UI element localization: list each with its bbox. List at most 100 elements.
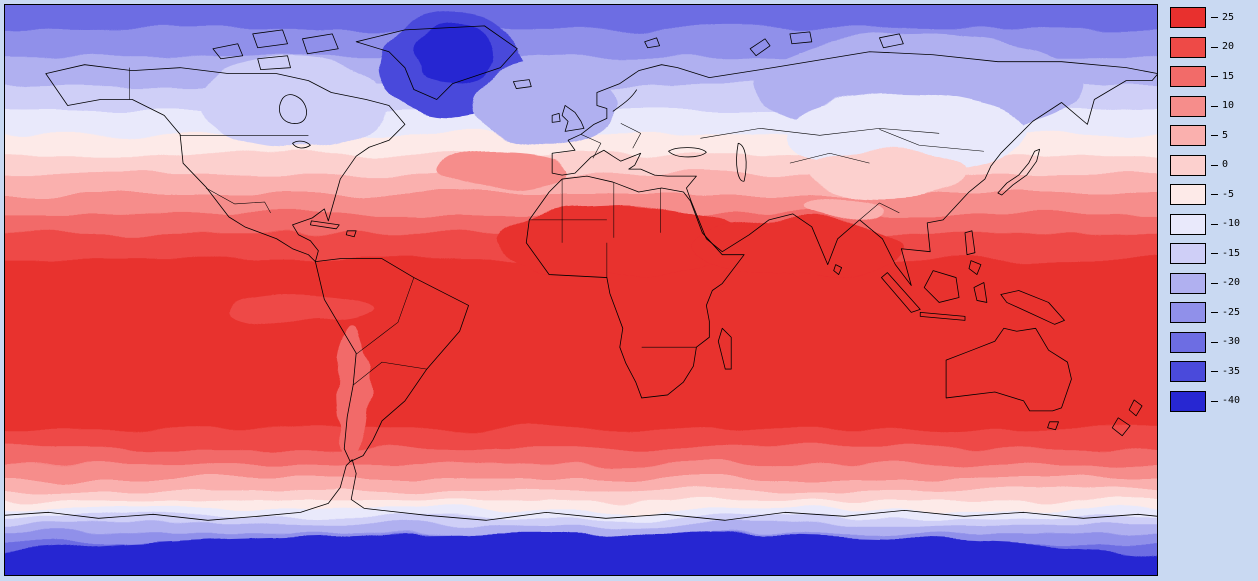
coastline-path <box>997 148 1041 196</box>
legend-swatch <box>1170 272 1206 294</box>
legend-item: 10 <box>1170 95 1258 117</box>
temp-band <box>4 508 1158 519</box>
temp-band <box>4 464 1158 481</box>
coastline-path <box>923 270 960 303</box>
legend-item: -35 <box>1170 361 1258 382</box>
legend-value: -10 <box>1222 218 1241 229</box>
legend-value: -20 <box>1222 277 1241 288</box>
legend-item: 0 <box>1170 154 1258 176</box>
coastline-path <box>789 31 813 45</box>
map-frame <box>4 4 1158 576</box>
legend-swatch <box>1170 213 1206 235</box>
temp-anomaly-blob <box>227 294 378 325</box>
legend-swatch <box>1170 95 1206 117</box>
legend-value: 25 <box>1222 11 1235 23</box>
legend-swatch <box>1170 125 1206 146</box>
legend-tick <box>1211 105 1218 107</box>
coastline-path <box>717 327 732 370</box>
legend-tick <box>1211 400 1218 402</box>
coastline-path <box>4 459 1158 521</box>
border-path <box>879 129 984 152</box>
legend-swatch <box>1170 361 1206 382</box>
legend-swatch <box>1170 7 1206 28</box>
coastline-path <box>355 25 518 100</box>
legend-tick <box>1211 164 1218 166</box>
legend-swatch <box>1170 184 1206 205</box>
coastline-path <box>736 142 747 182</box>
coastline-path <box>612 89 638 112</box>
legend-item: 15 <box>1170 66 1258 87</box>
temp-band <box>4 516 1158 527</box>
temp-anomaly-blob <box>809 149 969 197</box>
legend-tick <box>1211 341 1218 343</box>
legend-tick <box>1211 135 1218 136</box>
temp-band <box>4 4 1158 31</box>
legend-tick <box>1211 76 1218 77</box>
legend-tick <box>1211 223 1218 225</box>
legend-tick <box>1211 17 1218 18</box>
border-path <box>205 187 271 214</box>
temp-anomaly-blob <box>784 93 1024 174</box>
legend-swatch <box>1170 66 1206 87</box>
temp-band <box>4 490 1158 503</box>
temp-anomaly-blob <box>436 151 567 192</box>
coastline-path <box>968 260 982 275</box>
coastline-path <box>212 43 244 60</box>
coastlines <box>4 25 1158 521</box>
coastline-path <box>525 175 745 399</box>
legend-value: -30 <box>1222 336 1241 347</box>
legend-value: 0 <box>1222 159 1229 170</box>
coastline-path <box>1128 399 1143 417</box>
legend-value: -5 <box>1222 188 1235 200</box>
legend-value: 5 <box>1222 129 1229 141</box>
legend-swatch <box>1170 390 1206 412</box>
legend-tick <box>1211 282 1218 284</box>
temp-anomaly-blob <box>197 57 388 150</box>
legend-value: 10 <box>1222 100 1235 111</box>
border-path <box>789 152 870 164</box>
coastline-path <box>644 37 660 49</box>
colorbar-legend: 25 20 15 10 5 0 -5 -10 -15 -20 -25 -30 -35 -40 <box>1160 0 1258 581</box>
temp-anomaly-blob <box>471 61 621 146</box>
border-path <box>700 128 940 139</box>
legend-swatch <box>1170 331 1206 353</box>
legend-item: 20 <box>1170 36 1258 58</box>
coastline-path <box>833 264 843 275</box>
border-path <box>353 361 427 386</box>
coastline-path <box>879 33 904 49</box>
world-contour-map <box>4 4 1158 576</box>
legend-value: -25 <box>1222 306 1241 318</box>
coastline-path <box>257 55 291 71</box>
coastline-path <box>345 230 357 238</box>
temp-band <box>4 448 1158 467</box>
legend-item: -30 <box>1170 331 1258 353</box>
coastline-path <box>749 38 771 57</box>
temp-band <box>4 428 1158 451</box>
coastline-path <box>1000 290 1065 325</box>
legend-tick <box>1211 312 1218 313</box>
temp-anomaly-blob <box>4 533 1158 576</box>
legend-value: -15 <box>1222 247 1241 259</box>
coastline-path <box>310 220 340 230</box>
legend-tick <box>1211 253 1218 254</box>
border-path <box>580 134 602 159</box>
legend-value: 15 <box>1222 70 1235 82</box>
temp-band <box>4 259 1158 431</box>
map-area <box>4 4 1158 576</box>
temp-band <box>4 500 1158 511</box>
temp-anomaly-blob <box>690 219 900 276</box>
coastline-path <box>252 29 288 49</box>
coastline-path <box>292 140 311 149</box>
coastline-path <box>1047 421 1059 431</box>
legend-item: -20 <box>1170 272 1258 294</box>
legend-item: -15 <box>1170 243 1258 264</box>
legend-value: -35 <box>1222 365 1241 377</box>
legend-item: 5 <box>1170 125 1258 146</box>
legend-item: 25 <box>1170 7 1258 28</box>
legend-item: -5 <box>1170 184 1258 205</box>
coastline-path <box>964 230 976 256</box>
temp-anomaly-blob <box>496 204 746 277</box>
temperature-contour-bands <box>4 4 1158 576</box>
legend-tick <box>1211 371 1218 372</box>
